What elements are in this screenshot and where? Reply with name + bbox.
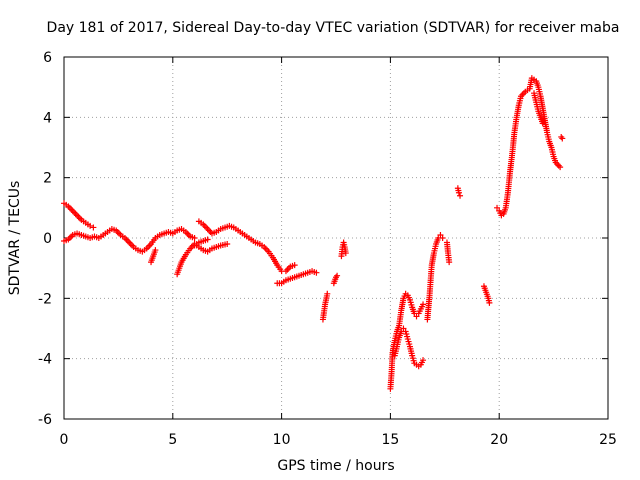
y-tick-label: -6	[38, 412, 52, 428]
y-tick-label: -4	[38, 352, 52, 368]
y-tick-label: 0	[43, 231, 52, 247]
data-point	[455, 189, 462, 196]
y-tick-label: -2	[38, 291, 52, 307]
data-point	[486, 299, 493, 306]
x-tick-label: 0	[60, 432, 69, 448]
y-tick-label: 6	[43, 50, 52, 66]
series-track-g	[274, 268, 320, 287]
data-point	[420, 357, 427, 364]
series-track-p	[454, 185, 464, 199]
data-points	[61, 75, 566, 392]
axis-ticks: 0 5 10 15 20 25 -6 -4 -2 0 2 4 6	[38, 50, 617, 448]
series-track-b	[61, 225, 198, 255]
x-tick-label: 10	[273, 432, 291, 448]
series-track-l	[387, 290, 427, 392]
series-track-c	[148, 247, 159, 266]
data-point	[494, 204, 501, 211]
data-point	[446, 259, 453, 266]
x-tick-label: 25	[599, 432, 617, 448]
data-point	[557, 164, 564, 171]
series-track-k	[338, 239, 349, 260]
x-tick-label: 5	[168, 432, 177, 448]
y-tick-label: 4	[43, 110, 52, 126]
data-point	[224, 241, 231, 248]
data-point	[291, 262, 298, 269]
series-track-o	[443, 239, 453, 266]
data-point	[90, 224, 97, 231]
series-track-s	[531, 90, 546, 127]
series-track-e	[195, 218, 285, 275]
series-track-t	[558, 133, 566, 142]
series-track-r	[494, 75, 564, 219]
x-tick-label: 15	[381, 432, 399, 448]
y-axis-label: SDTVAR / TECUs	[7, 181, 23, 296]
data-point	[457, 192, 464, 199]
data-point	[324, 290, 331, 297]
grid	[64, 57, 608, 419]
x-axis-label: GPS time / hours	[277, 458, 394, 474]
data-point	[152, 247, 159, 254]
data-point	[420, 301, 427, 308]
series-track-q	[480, 283, 493, 306]
series-track-d	[174, 241, 231, 278]
data-point	[313, 269, 320, 276]
series-track-m	[391, 325, 427, 370]
series-track-j	[330, 272, 341, 287]
series-track-a	[61, 200, 97, 231]
series-track-i	[319, 290, 331, 323]
series-track-h	[282, 262, 298, 275]
data-point	[342, 250, 349, 257]
series-track-n	[424, 231, 446, 323]
data-point	[439, 235, 446, 241]
data-point	[539, 120, 546, 127]
chart-title: Day 181 of 2017, Sidereal Day-to-day VTE…	[47, 20, 620, 36]
y-tick-label: 2	[43, 171, 52, 187]
data-point	[559, 135, 566, 142]
data-point	[191, 235, 198, 241]
data-point	[413, 313, 420, 320]
data-point	[334, 272, 341, 279]
x-tick-label: 20	[490, 432, 508, 448]
data-point	[204, 236, 211, 243]
data-point	[437, 231, 444, 238]
data-point	[87, 222, 94, 229]
data-point	[400, 325, 407, 332]
series-track-f	[191, 236, 211, 249]
